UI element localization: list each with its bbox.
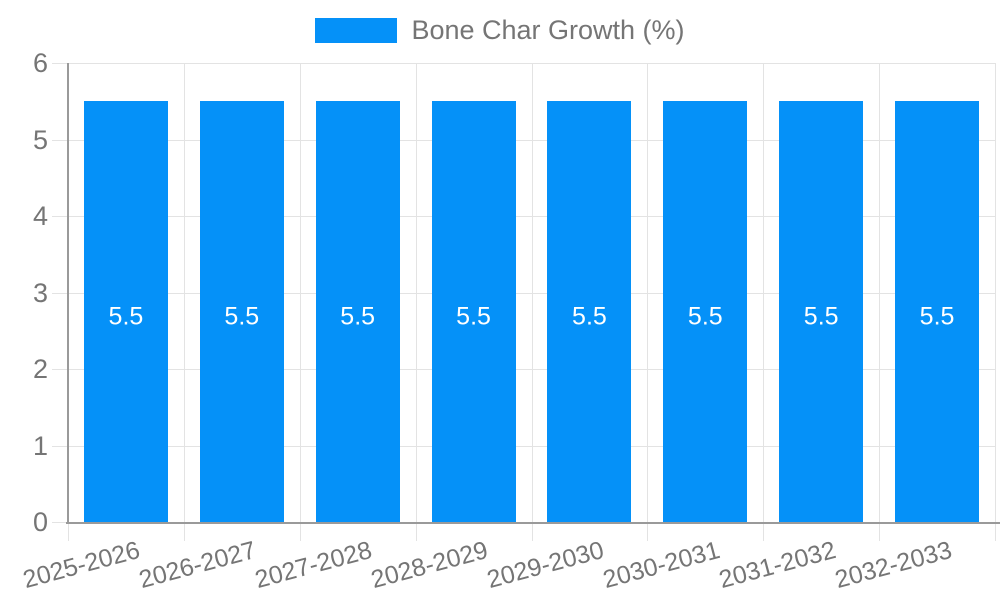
x-tick-label: 2025-2026 — [20, 536, 144, 594]
x-tick-mark — [647, 522, 649, 541]
x-tick-mark — [68, 522, 69, 541]
x-tick-label: 2027-2028 — [252, 536, 375, 594]
y-tick-mark — [52, 369, 68, 370]
x-tick-label: 2029-2030 — [483, 536, 607, 594]
y-tick-mark — [52, 63, 68, 64]
y-tick-label: 0 — [32, 507, 48, 537]
gridline-vertical — [299, 63, 301, 522]
gridline-vertical — [995, 63, 996, 522]
x-tick-mark — [299, 522, 301, 541]
y-axis-line — [67, 63, 69, 522]
bar-2025-2026[interactable] — [83, 101, 168, 522]
bar-value-label: 5.5 — [340, 302, 376, 331]
x-tick-label: 2030-2031 — [599, 536, 723, 594]
x-tick-label: 2031-2032 — [715, 536, 839, 594]
y-tick-mark — [52, 292, 68, 294]
y-tick-label: 1 — [32, 430, 48, 461]
bar-value-label: 5.5 — [224, 302, 260, 331]
bar-value-label: 5.5 — [108, 302, 144, 331]
bar-2031-2032[interactable] — [779, 101, 864, 522]
bar-value-label: 5.5 — [572, 302, 607, 331]
x-tick-label: 2032-2033 — [831, 536, 955, 594]
gridline-vertical — [415, 63, 417, 522]
gridline-vertical — [183, 63, 185, 522]
bar-2028-2029[interactable] — [431, 101, 516, 522]
legend-label: Bone Char Growth (%) — [411, 15, 685, 45]
x-tick-mark — [531, 522, 533, 541]
gridline-vertical — [531, 63, 533, 522]
x-tick-mark — [183, 522, 185, 541]
bar-value-label: 5.5 — [687, 302, 723, 331]
x-tick-mark — [763, 522, 765, 541]
gridline-vertical — [763, 63, 765, 522]
bar-value-label: 5.5 — [803, 302, 839, 331]
x-tick-mark — [995, 522, 996, 541]
x-tick-label: 2028-2029 — [368, 536, 491, 594]
legend-swatch — [315, 18, 398, 43]
bar-2027-2028[interactable] — [315, 101, 400, 522]
x-tick-mark — [415, 522, 417, 541]
bar-value-label: 5.5 — [456, 302, 491, 331]
gridline-vertical — [647, 63, 649, 522]
legend[interactable]: Bone Char Growth (%) — [0, 15, 1000, 46]
bar-2030-2031[interactable] — [663, 101, 748, 522]
gridline-vertical — [879, 63, 881, 522]
y-tick-label: 6 — [32, 48, 48, 78]
y-tick-mark — [52, 216, 68, 217]
x-tick-label: 2026-2027 — [136, 536, 260, 594]
bar-2032-2033[interactable] — [895, 101, 980, 522]
x-axis-line — [66, 522, 1000, 524]
bar-value-label: 5.5 — [919, 302, 955, 331]
bar-2026-2027[interactable] — [199, 101, 284, 522]
y-tick-label: 3 — [32, 277, 48, 308]
y-tick-label: 2 — [32, 354, 48, 384]
y-tick-label: 4 — [32, 201, 48, 231]
y-tick-mark — [52, 445, 68, 447]
x-tick-mark — [879, 522, 881, 541]
bar-2029-2030[interactable] — [547, 101, 632, 522]
y-tick-mark — [52, 139, 68, 141]
y-tick-mark — [52, 522, 68, 523]
y-tick-label: 5 — [32, 124, 48, 155]
